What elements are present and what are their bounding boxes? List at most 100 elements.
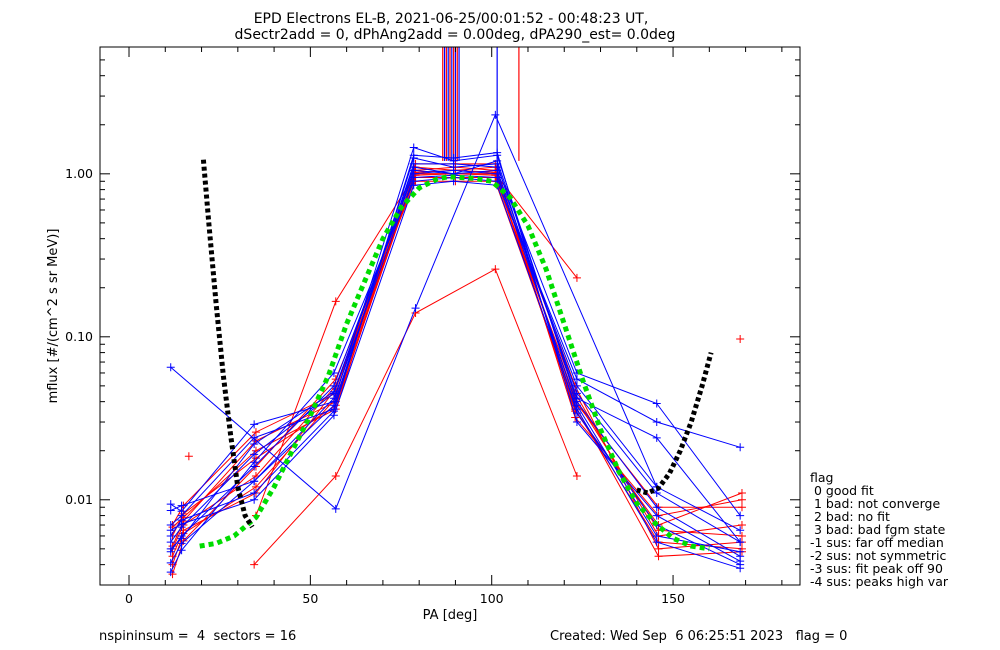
data-point-red <box>331 297 340 306</box>
x-tick-label: 50 <box>302 591 318 606</box>
data-point-blue <box>177 501 186 510</box>
spectrum-line-blue <box>170 163 741 516</box>
data-point-blue <box>250 495 259 504</box>
data-point-blue <box>572 394 581 403</box>
legend-item: -4 sus: peaks high var <box>810 574 949 589</box>
spectrum-line-blue <box>170 157 741 566</box>
spectrum-line-blue <box>170 160 741 550</box>
data-point-red <box>737 503 746 512</box>
data-point-blue <box>409 151 418 160</box>
data-point-red <box>654 544 663 553</box>
legend-title: flag <box>810 470 833 485</box>
data-point-blue <box>250 458 259 467</box>
data-point-blue <box>166 568 175 577</box>
data-point-red <box>737 531 746 540</box>
x-tick-label: 0 <box>125 591 133 606</box>
plot-data <box>166 47 746 579</box>
legend-item: 0 good fit <box>810 483 874 498</box>
data-point-blue <box>166 526 175 535</box>
data-point-blue <box>177 520 186 529</box>
data-point-red <box>737 495 746 504</box>
data-point-red <box>654 552 663 561</box>
legend: flag 0 good fit 1 bad: not converge 2 ba… <box>810 470 949 589</box>
data-point-blue <box>250 489 259 498</box>
y-tick-label: 1.00 <box>65 166 93 181</box>
data-point-blue <box>736 538 745 547</box>
data-point-red <box>491 265 500 274</box>
data-point-blue <box>572 418 581 427</box>
legend-item: -1 sus: far off median <box>810 535 944 550</box>
chart-subtitle: dSectr2add = 0, dPhAng2add = 0.00deg, dP… <box>235 27 676 43</box>
data-point-blue <box>652 538 661 547</box>
legend-item: 3 bad: bad fgm state <box>810 522 946 537</box>
data-point-blue <box>166 363 175 372</box>
data-point-blue <box>331 504 340 513</box>
data-point-blue <box>250 450 259 459</box>
data-point-blue <box>652 433 661 442</box>
data-point-blue <box>736 557 745 566</box>
data-point-red <box>572 471 581 480</box>
data-point-blue <box>493 156 502 165</box>
data-point-red <box>251 428 260 437</box>
spectrum-line-red <box>172 163 743 528</box>
data-point-blue <box>250 420 259 429</box>
plot-frame <box>99 46 801 586</box>
footer-right: Created: Wed Sep 6 06:25:51 2023 flag = … <box>550 629 847 644</box>
y-tick-label: 0.01 <box>65 492 93 507</box>
x-tick-label: 150 <box>661 591 685 606</box>
data-point-red <box>737 489 746 498</box>
data-point-blue <box>736 511 745 520</box>
data-point-blue <box>329 401 338 410</box>
data-point-blue <box>652 503 661 512</box>
data-point-red <box>250 560 259 569</box>
y-axis-label: mflux [#/(cm^2 s sr MeV)] <box>46 229 61 404</box>
data-point-isolated <box>184 452 193 461</box>
data-point-blue <box>250 439 259 448</box>
data-point-blue <box>491 110 500 119</box>
data-point-blue <box>449 159 458 168</box>
data-point-blue <box>736 526 745 535</box>
data-point-isolated <box>736 334 745 343</box>
data-point-blue <box>652 418 661 427</box>
data-point-red <box>331 471 340 480</box>
data-point-blue <box>411 304 420 313</box>
spectrum-line-blue <box>170 180 741 569</box>
fit-curve-black-right <box>636 351 714 496</box>
data-point-blue <box>329 387 338 396</box>
data-point-red <box>737 521 746 530</box>
legend-item: 1 bad: not converge <box>810 496 940 511</box>
data-point-red <box>179 526 188 535</box>
data-point-blue <box>329 411 338 420</box>
data-point-blue <box>736 564 745 573</box>
spectrum-line-red <box>172 166 742 526</box>
data-point-blue <box>736 443 745 452</box>
y-tick-label: 0.10 <box>65 329 93 344</box>
footer-left: nspininsum = 4 sectors = 16 <box>99 629 296 644</box>
data-point-blue <box>177 534 186 543</box>
x-tick-label: 100 <box>480 591 504 606</box>
fit-curve-black-left <box>200 159 255 529</box>
legend-item: 2 bad: no fit <box>810 509 890 524</box>
spectrum-line-blue <box>170 146 741 557</box>
spectrum-line-red <box>172 173 743 557</box>
data-point-blue <box>736 547 745 556</box>
data-point-blue <box>572 381 581 390</box>
data-point-red <box>168 570 177 579</box>
data-point-blue <box>652 511 661 520</box>
legend-item: -3 sus: fit peak off 90 <box>810 561 943 576</box>
data-point-blue <box>409 166 418 175</box>
data-point-blue <box>652 399 661 408</box>
data-point-blue <box>177 546 186 555</box>
data-point-blue <box>250 477 259 486</box>
data-point-blue <box>409 143 418 152</box>
data-point-red <box>572 273 581 282</box>
data-point-blue <box>166 558 175 567</box>
data-point-blue <box>493 148 502 157</box>
data-point-blue <box>572 405 581 414</box>
data-point-blue <box>166 506 175 515</box>
chart-title: EPD Electrons EL-B, 2021-06-25/00:01:52 … <box>254 11 649 27</box>
axes-layer: 0 50 100 150 0.01 0.10 1.00 <box>65 46 800 606</box>
x-axis-label: PA [deg] <box>423 608 478 623</box>
data-point-blue <box>409 181 418 190</box>
